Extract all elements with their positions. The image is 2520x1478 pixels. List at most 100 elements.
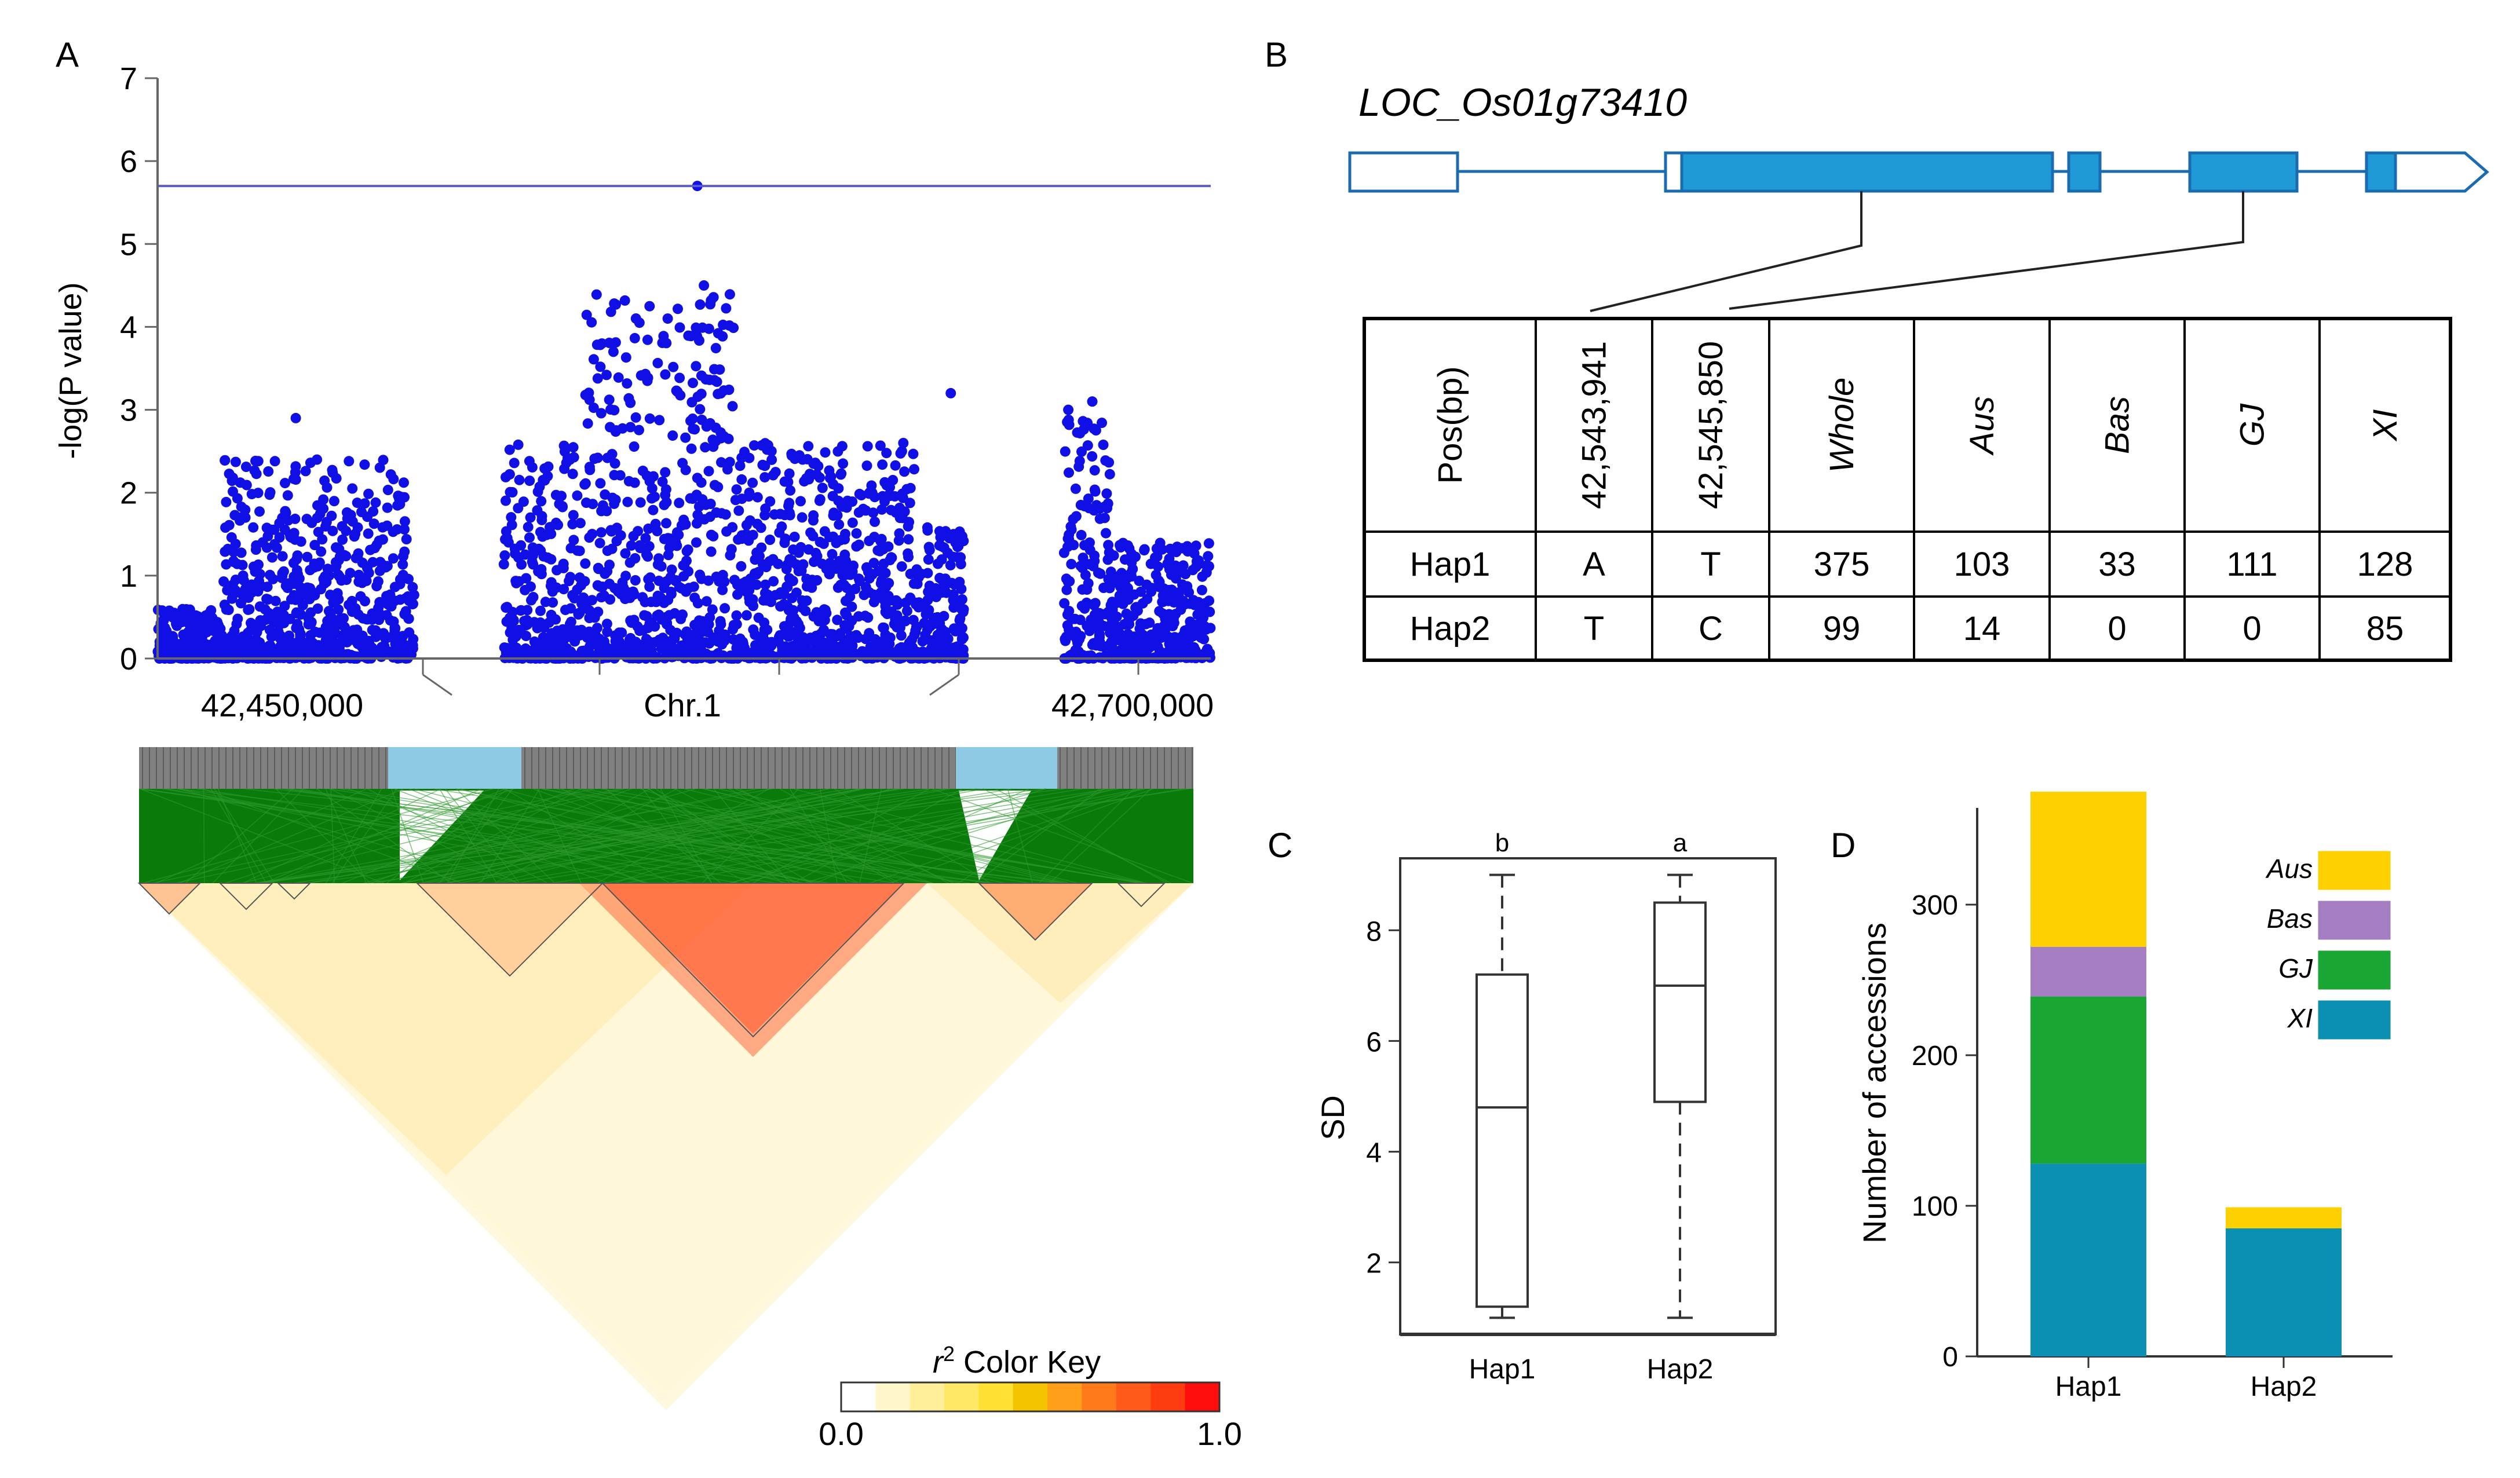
snp-point bbox=[881, 480, 892, 491]
snp-point bbox=[914, 597, 925, 608]
snp-point bbox=[808, 515, 819, 526]
snp-point bbox=[602, 546, 613, 556]
snp-point bbox=[922, 525, 933, 536]
snp-point bbox=[276, 651, 287, 662]
snp-point bbox=[353, 576, 364, 587]
snp-point bbox=[1060, 635, 1071, 646]
snp-point bbox=[641, 549, 652, 560]
snp-point bbox=[622, 378, 633, 389]
snp-point bbox=[706, 546, 717, 557]
snp-point bbox=[826, 471, 837, 482]
snp-point bbox=[682, 544, 693, 555]
snp-point bbox=[903, 521, 914, 532]
box-Hap1 bbox=[1476, 973, 1529, 1308]
snp-point bbox=[228, 557, 239, 568]
snp-point bbox=[1126, 571, 1137, 582]
snp-point bbox=[732, 589, 743, 600]
snp-point bbox=[337, 534, 348, 545]
snp-point bbox=[707, 604, 718, 615]
snp-point bbox=[601, 370, 612, 381]
snp-point bbox=[711, 507, 722, 518]
ld-block-6 bbox=[977, 883, 1094, 941]
snp-point bbox=[797, 512, 808, 523]
snp-point bbox=[363, 488, 374, 499]
snp-point bbox=[528, 592, 539, 602]
x-axis-ticks bbox=[422, 658, 1140, 696]
snp-point bbox=[837, 569, 848, 580]
snp-point bbox=[263, 466, 274, 477]
snp-point bbox=[839, 635, 850, 646]
snp-point bbox=[266, 552, 277, 563]
ld-connector bbox=[162, 788, 740, 884]
snp-point bbox=[516, 650, 527, 661]
snp-point bbox=[593, 606, 604, 617]
snp-point bbox=[658, 331, 669, 342]
ld-connector bbox=[393, 788, 645, 884]
x-tick-label-right: 42,700,000 bbox=[1051, 687, 1214, 723]
snp-point-notable-1 bbox=[699, 280, 710, 291]
legend-swatch-GJ bbox=[2316, 949, 2393, 992]
bar-segments bbox=[2030, 792, 2342, 1356]
legend-label-Aus: Aus bbox=[2265, 854, 2313, 884]
snp-point bbox=[536, 514, 547, 525]
snp-point bbox=[940, 573, 951, 584]
ld-connector bbox=[577, 788, 959, 884]
snp-point bbox=[748, 624, 759, 635]
y-tick-label-4: 4 bbox=[120, 310, 137, 345]
snp-point bbox=[1178, 595, 1189, 606]
snp-point bbox=[573, 608, 584, 619]
legend-swatch-XI bbox=[2316, 998, 2393, 1041]
snp-point bbox=[936, 626, 946, 637]
snp-point bbox=[736, 474, 747, 485]
table-cell-r0-c6: 111 bbox=[2226, 546, 2277, 583]
snp-point bbox=[717, 584, 728, 595]
snp-point bbox=[565, 543, 576, 554]
snp-point bbox=[872, 545, 883, 556]
snp-point bbox=[363, 568, 374, 579]
snp-point bbox=[847, 566, 858, 577]
table-cell-r1-c4: 14 bbox=[1963, 610, 2001, 647]
snp-point bbox=[832, 582, 843, 593]
snp-point bbox=[609, 298, 620, 309]
snp-point bbox=[781, 564, 792, 575]
snp-point bbox=[604, 559, 615, 570]
snp-point bbox=[877, 491, 888, 502]
ld-connector bbox=[325, 788, 382, 884]
ld-triangle-shading bbox=[139, 883, 1193, 1410]
snp-point bbox=[232, 613, 243, 624]
ld-connector bbox=[684, 788, 1065, 884]
snp-point bbox=[587, 499, 598, 510]
snp-point bbox=[345, 568, 356, 579]
snp-point bbox=[1090, 598, 1101, 609]
snp-point bbox=[609, 405, 620, 416]
snp-point bbox=[1111, 611, 1122, 622]
snp-point bbox=[288, 473, 299, 484]
snp-point bbox=[399, 609, 410, 620]
snp-point bbox=[366, 647, 376, 658]
snp-point bbox=[882, 642, 893, 653]
snp-point bbox=[169, 643, 180, 654]
box-y-tick-label-4: 4 bbox=[1366, 1138, 1382, 1169]
snp-point bbox=[837, 441, 848, 452]
panel-label-c: C bbox=[1268, 826, 1292, 865]
snp-point bbox=[759, 588, 770, 598]
snp-point bbox=[890, 460, 901, 471]
ld-connector bbox=[140, 788, 385, 884]
ld-connector bbox=[703, 788, 1078, 884]
snp-point bbox=[522, 605, 533, 616]
ld-block-7 bbox=[1116, 883, 1166, 908]
snp-point bbox=[524, 475, 535, 486]
snp-point bbox=[1076, 446, 1087, 457]
snp-point bbox=[724, 289, 735, 300]
accessions-stacked-bar: 0 100 200 300 Number of accessions Hap1 Hap… bbox=[1856, 792, 2393, 1402]
snp-point bbox=[1157, 597, 1168, 608]
snp-point bbox=[882, 609, 893, 619]
snp-point bbox=[1061, 584, 1072, 595]
ld-connector bbox=[550, 788, 1189, 884]
ld-connector bbox=[368, 788, 977, 884]
snp-point bbox=[371, 581, 382, 591]
snp-point bbox=[1075, 500, 1086, 510]
snp-point bbox=[958, 606, 969, 617]
snp-point bbox=[1070, 483, 1081, 494]
snp-point bbox=[894, 528, 905, 539]
